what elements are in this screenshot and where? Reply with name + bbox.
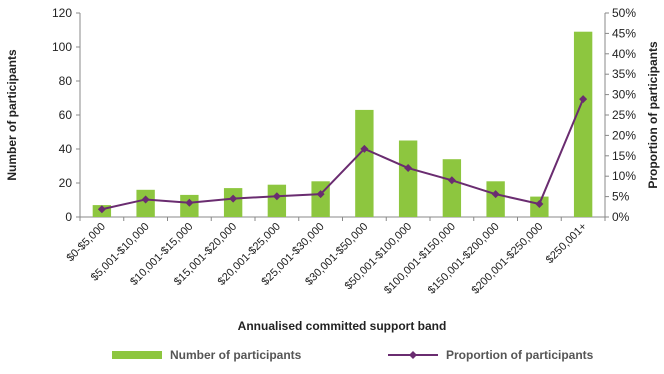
proportion-line (101, 98, 585, 211)
bar (398, 140, 418, 217)
x-tick-labels: $0-$5,000$5,001-$10,000$10,001-$15,000$1… (64, 217, 606, 297)
legend-line-marker (409, 351, 417, 359)
y2-tick-label: 40% (612, 47, 636, 61)
bar (355, 109, 374, 217)
y2-tick-label: 45% (612, 26, 636, 40)
line-point (229, 194, 238, 203)
y-tick-label: 0 (65, 210, 72, 224)
axes (79, 13, 606, 218)
legend-bar-label: Number of participants (170, 348, 302, 362)
y-tick-label: 20 (59, 176, 73, 190)
legend-bar-swatch (112, 351, 162, 359)
right-y-ticks: 0% 5% 10% 15% 20% 25% 30% 35% 40% 45% 50% (605, 6, 636, 224)
left-y-ticks: 0 20 40 60 80 100 120 (52, 6, 80, 224)
x-axis-title: Annualised committed support band (238, 319, 447, 333)
y2-axis-title: Proportion of participants (646, 41, 660, 189)
y2-tick-label: 10% (612, 169, 636, 183)
line-point (185, 198, 194, 207)
bar (442, 159, 462, 217)
line-point (97, 205, 106, 214)
line-point (535, 199, 544, 208)
bar (573, 31, 593, 218)
y2-tick-label: 20% (612, 128, 636, 142)
line-point (491, 190, 500, 199)
bar (267, 184, 287, 217)
legend-line-label: Proportion of participants (446, 348, 594, 362)
x-tick-label: $250,001+ (544, 221, 589, 266)
line-series (97, 95, 588, 214)
line-point (272, 192, 281, 201)
y2-tick-label: 5% (612, 190, 630, 204)
line-point (316, 190, 325, 199)
line-point (447, 176, 456, 185)
line-point (360, 144, 369, 153)
bar (486, 181, 505, 217)
y-tick-label: 100 (52, 40, 72, 54)
y-tick-label: 40 (59, 142, 73, 156)
y2-tick-label: 15% (612, 149, 636, 163)
y-axis-title: Number of participants (5, 49, 19, 181)
line-point (404, 164, 413, 173)
bar-series (92, 31, 593, 218)
y2-tick-label: 30% (612, 88, 636, 102)
line-point (141, 195, 150, 204)
y2-tick-label: 35% (612, 67, 636, 81)
line-point (579, 95, 588, 104)
y-tick-label: 60 (59, 108, 73, 122)
y-tick-label: 80 (59, 74, 73, 88)
x-tick-label: $0-$5,000 (64, 221, 108, 265)
y2-tick-label: 50% (612, 6, 636, 20)
y2-tick-label: 25% (612, 108, 636, 122)
legend: Number of participants Proportion of par… (112, 348, 594, 362)
y2-tick-label: 0% (612, 210, 630, 224)
y-tick-label: 120 (52, 6, 72, 20)
